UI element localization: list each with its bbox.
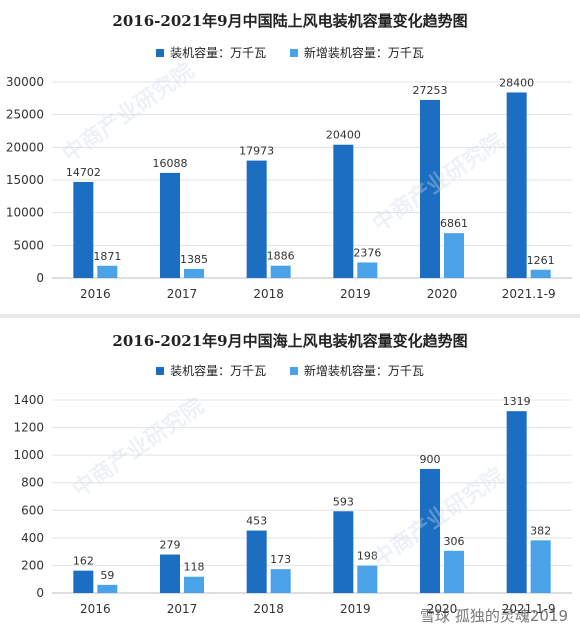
x-tick-label: 2016 — [80, 287, 111, 301]
legend-installed: 装机容量：万千瓦 — [156, 362, 266, 379]
bar-new — [444, 550, 464, 593]
x-tick-label: 2018 — [253, 602, 284, 616]
y-tick-label: 20000 — [6, 140, 44, 154]
x-tick-label: 2018 — [253, 287, 284, 301]
legend-installed-label: 装机容量：万千瓦 — [170, 364, 267, 378]
y-tick-label: 200 — [21, 558, 44, 572]
x-tick-label: 2017 — [167, 287, 198, 301]
bar-installed — [246, 530, 267, 593]
y-tick-label: 30000 — [6, 75, 44, 89]
bar-new — [357, 262, 378, 278]
y-tick-label: 600 — [21, 503, 44, 517]
bar-new — [357, 565, 378, 593]
legend-installed-swatch — [156, 49, 165, 57]
y-tick-label: 400 — [21, 531, 44, 545]
bar-installed — [73, 181, 94, 278]
legend-installed-swatch — [156, 367, 165, 375]
y-tick-label: 1400 — [13, 393, 44, 407]
legend-installed: 装机容量：万千瓦 — [156, 44, 266, 61]
legend-installed-label: 装机容量：万千瓦 — [170, 46, 267, 60]
bar-installed — [160, 554, 180, 593]
x-tick-label: 2019 — [340, 287, 371, 301]
bar-installed — [246, 160, 267, 278]
bar-new — [184, 268, 204, 278]
data-label: 382 — [530, 524, 551, 537]
bar-installed — [506, 92, 527, 278]
data-label: 14702 — [66, 166, 101, 179]
data-label: 6861 — [440, 217, 468, 230]
bar-installed — [333, 511, 354, 593]
bar-installed — [73, 570, 94, 593]
offshore-bar-chart: 0 200 400 600 800 1000 1200 1400 162 59 2016 279118… — [13, 393, 572, 616]
chart-title: 2016-2021年9月中国海上风电装机容量变化趋势图 — [112, 332, 468, 350]
data-label: 306 — [444, 535, 465, 548]
data-label: 173 — [270, 553, 291, 566]
x-tick-label: 2017 — [167, 602, 198, 616]
legend-new-label: 新增装机容量：万千瓦 — [303, 364, 424, 378]
bar-installed — [160, 172, 180, 278]
bar-installed — [420, 99, 440, 278]
data-label: 16088 — [153, 157, 188, 170]
bar-installed — [420, 468, 440, 593]
bar-new — [530, 540, 551, 593]
data-label: 453 — [246, 515, 267, 528]
x-tick-label: 2020 — [427, 602, 458, 616]
bar-new — [270, 569, 291, 593]
y-tick-label: 15000 — [6, 173, 44, 187]
data-label: 198 — [357, 550, 378, 563]
data-label: 118 — [184, 561, 205, 574]
panel-divider — [0, 314, 580, 318]
legend-new-swatch — [289, 49, 298, 57]
x-tick-label: 2019 — [340, 602, 371, 616]
bar-new — [97, 584, 118, 593]
chart-title: 2016-2021年9月中国陆上风电装机容量变化趋势图 — [112, 12, 468, 30]
chart-legend: 装机容量：万千瓦 新增装机容量：万千瓦 — [0, 44, 580, 61]
onshore-bar-chart: 0 5000 10000 15000 20000 25000 30000 14702 1871 2… — [6, 75, 572, 301]
bar-new — [184, 576, 204, 593]
data-label: 900 — [420, 453, 441, 466]
y-tick-label: 800 — [21, 476, 44, 490]
data-label: 59 — [100, 569, 114, 582]
data-label: 1871 — [93, 250, 121, 263]
data-label: 2376 — [353, 246, 381, 259]
chart-legend: 装机容量：万千瓦 新增装机容量：万千瓦 — [0, 362, 580, 379]
y-tick-label: 1000 — [13, 448, 44, 462]
data-label: 1319 — [503, 395, 531, 408]
bar-installed — [333, 144, 354, 278]
data-label: 27253 — [413, 84, 448, 97]
offshore-chart-panel: 2016-2021年9月中国海上风电装机容量变化趋势图 装机容量：万千瓦 新增装… — [0, 322, 580, 628]
x-tick-label: 2020 — [427, 287, 458, 301]
y-tick-label: 5000 — [13, 238, 44, 252]
data-label: 28400 — [499, 76, 534, 89]
y-tick-label: 0 — [36, 586, 44, 600]
data-label: 279 — [160, 539, 181, 552]
onshore-chart-panel: 2016-2021年9月中国陆上风电装机容量变化趋势图 装机容量：万千瓦 新增装… — [0, 0, 580, 312]
footer-watermark: 雪球 孤独的灵魂2019 — [420, 607, 568, 625]
bar-new — [97, 265, 118, 278]
y-tick-label: 1200 — [13, 421, 44, 435]
y-tick-label: 25000 — [6, 108, 44, 122]
x-tick-label: 2021.1-9 — [502, 602, 556, 616]
data-label: 162 — [73, 555, 94, 568]
legend-new: 新增装机容量：万千瓦 — [289, 44, 424, 61]
data-label: 20400 — [326, 129, 361, 142]
bar-new — [530, 269, 551, 278]
data-label: 1886 — [267, 250, 295, 263]
x-tick-label: 2016 — [80, 602, 111, 616]
bar-new — [444, 233, 464, 278]
data-label: 17973 — [239, 145, 274, 158]
legend-new: 新增装机容量：万千瓦 — [289, 362, 424, 379]
y-tick-label: 10000 — [6, 206, 44, 220]
data-label: 1385 — [180, 253, 208, 266]
x-tick-label: 2021.1-9 — [502, 287, 556, 301]
data-label: 1261 — [527, 254, 555, 267]
bar-installed — [506, 411, 527, 593]
y-tick-label: 0 — [36, 271, 44, 285]
legend-new-label: 新增装机容量：万千瓦 — [303, 46, 424, 60]
legend-new-swatch — [289, 367, 298, 375]
data-label: 593 — [333, 495, 354, 508]
bar-new — [270, 265, 291, 278]
